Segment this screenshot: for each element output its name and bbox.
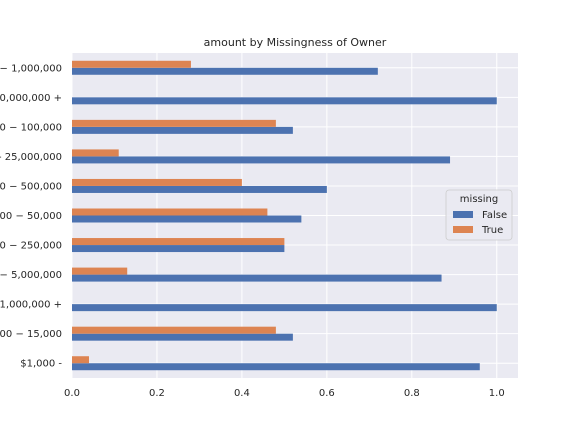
legend-swatch-false (453, 211, 473, 218)
bars (72, 60, 497, 371)
y-tick-label: $1,000,000 + (0, 300, 62, 311)
bar-false (72, 97, 497, 105)
bar-false (72, 245, 285, 253)
bar-false (72, 274, 442, 282)
bar-true (72, 149, 119, 157)
bar-true (72, 178, 242, 186)
bar-true (72, 238, 285, 246)
y-tick-label: 50,000,000 + (0, 93, 62, 104)
x-tick-labels: 0.0 0.2 0.4 0.6 0.8 1.0 (64, 388, 505, 399)
y-tick-label: 00 − 15,000 (0, 329, 62, 340)
bar-true (72, 119, 276, 127)
bar-false (72, 126, 293, 134)
x-tick-label: 0.4 (234, 388, 250, 399)
bar-true (72, 60, 191, 68)
bar-false (72, 185, 327, 193)
bar-false (72, 304, 497, 312)
y-tick-label: 0 − 500,000 (0, 181, 62, 192)
bar-true (72, 208, 268, 216)
bar-true (72, 326, 276, 334)
bar-false (72, 363, 480, 371)
bar-false (72, 333, 293, 341)
chart-title: amount by Missingness of Owner (204, 36, 387, 49)
x-tick-label: 0.8 (404, 388, 420, 399)
legend-label-false: False (482, 210, 507, 221)
legend-title: missing (460, 194, 498, 205)
y-tick-label: 0 − 100,000 (0, 122, 62, 133)
legend-swatch-true (453, 226, 473, 233)
y-tick-label: − 1,000,000 (0, 63, 62, 74)
y-tick-label: − 5,000,000 (0, 270, 62, 281)
bar-false (72, 215, 302, 223)
y-tick-label: 0 − 250,000 (0, 241, 62, 252)
bar-false (72, 67, 378, 75)
legend: missing False True (445, 189, 513, 241)
y-tick-label: 00 − 50,000 (0, 211, 62, 222)
x-tick-label: 0.6 (319, 388, 335, 399)
bar-false (72, 156, 451, 164)
x-tick-label: 0.2 (149, 388, 165, 399)
bar-true (72, 267, 128, 275)
legend-label-true: True (481, 225, 503, 236)
y-tick-label: $1,000 - (20, 359, 62, 370)
x-tick-label: 1.0 (489, 388, 505, 399)
x-tick-label: 0.0 (64, 388, 80, 399)
y-tick-labels: − 1,000,000 50,000,000 + 0 − 100,000 - 25,0… (0, 63, 62, 369)
bar-true (72, 356, 89, 364)
y-tick-label: - 25,000,000 (0, 152, 62, 163)
